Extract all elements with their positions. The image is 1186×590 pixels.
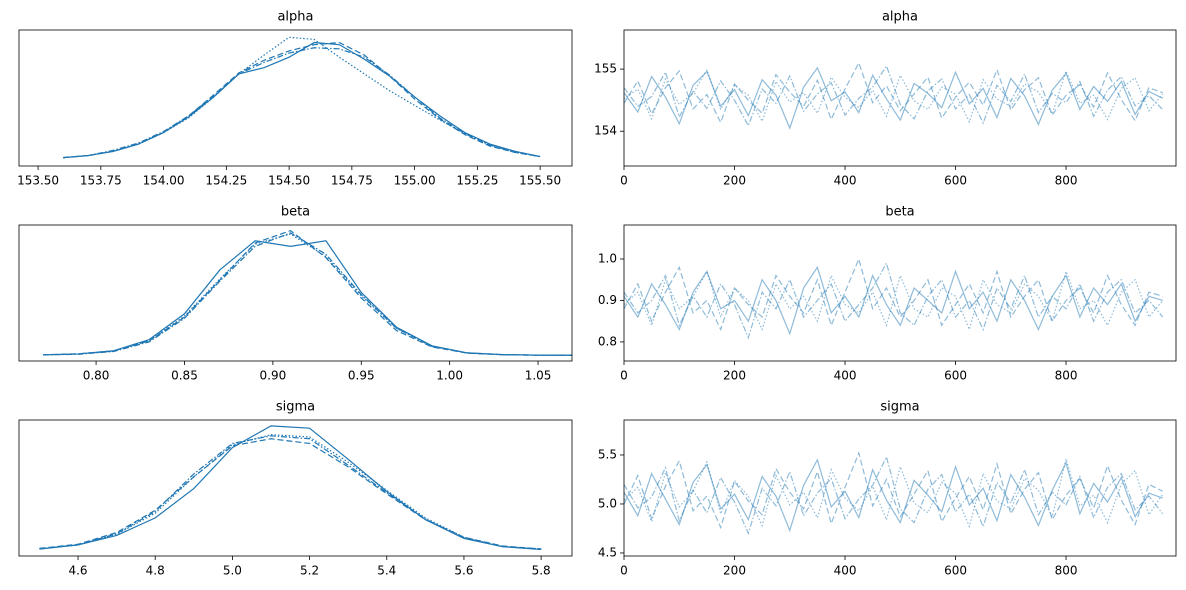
x-tick-label: 5.8: [532, 564, 551, 578]
x-tick-label: 154.50: [268, 174, 310, 188]
x-tick-label: 0.90: [260, 369, 287, 383]
x-tick-label: 153.75: [80, 174, 122, 188]
series-line: [624, 265, 1163, 336]
series-line: [624, 257, 1163, 332]
x-tick-label: 1.00: [436, 369, 463, 383]
x-tick-label: 154.25: [205, 174, 247, 188]
series-line: [63, 41, 541, 159]
series-line: [63, 41, 541, 159]
panel-title: alpha: [277, 10, 313, 25]
x-tick-label: 200: [723, 174, 746, 188]
x-tick-label: 200: [723, 564, 746, 578]
series-line: [43, 229, 572, 356]
x-tick-label: 5.4: [377, 564, 396, 578]
x-tick-label: 155.50: [519, 174, 561, 188]
y-tick-label: 0.8: [598, 334, 617, 348]
x-tick-label: 153.50: [17, 174, 59, 188]
axes-frame: [18, 224, 573, 362]
series-line: [624, 261, 1164, 340]
series-line: [43, 233, 572, 356]
x-tick-label: 5.2: [300, 564, 319, 578]
series-line: [624, 68, 1164, 124]
axes-frame: [623, 29, 1177, 167]
x-tick-label: 154.00: [143, 174, 185, 188]
y-tick-label: 0.9: [598, 293, 617, 307]
x-tick-label: 0.95: [348, 369, 375, 383]
x-tick-label: 155.25: [456, 174, 498, 188]
x-tick-label: 0: [620, 564, 628, 578]
series-line: [624, 269, 1164, 332]
x-tick-label: 0.80: [83, 369, 110, 383]
x-tick-label: 0: [620, 174, 628, 188]
x-tick-label: 400: [834, 564, 857, 578]
series-line: [63, 47, 541, 159]
panel-title: beta: [281, 205, 310, 220]
y-tick-label: 5.0: [598, 496, 617, 510]
x-tick-label: 600: [944, 174, 967, 188]
series-line: [624, 455, 1164, 536]
x-tick-label: 800: [1055, 564, 1078, 578]
series-line: [63, 36, 541, 159]
panel-title: beta: [885, 205, 914, 220]
series-line: [39, 434, 542, 550]
x-tick-label: 0.85: [171, 369, 198, 383]
x-tick-label: 200: [723, 369, 746, 383]
x-tick-label: 5.6: [454, 564, 473, 578]
x-tick-label: 400: [834, 369, 857, 383]
panel-title: sigma: [880, 400, 919, 415]
x-tick-label: 600: [944, 564, 967, 578]
axes-frame: [18, 29, 573, 167]
x-tick-label: 155.00: [394, 174, 436, 188]
y-tick-label: 155: [594, 62, 617, 76]
x-tick-label: 800: [1055, 369, 1078, 383]
y-tick-label: 4.5: [598, 545, 617, 559]
x-tick-label: 4.6: [68, 564, 87, 578]
series-line: [624, 61, 1163, 125]
y-tick-label: 1.0: [598, 252, 617, 266]
x-tick-label: 5.0: [223, 564, 242, 578]
series-line: [624, 456, 1164, 529]
x-tick-label: 0: [620, 369, 628, 383]
x-tick-label: 1.05: [525, 369, 552, 383]
y-tick-label: 5.5: [598, 447, 617, 461]
series-line: [39, 435, 542, 550]
axes-frame: [623, 224, 1177, 362]
panel-title: sigma: [276, 400, 315, 415]
x-tick-label: 600: [944, 369, 967, 383]
series-line: [39, 425, 542, 551]
axes-frame: [18, 419, 573, 557]
series-line: [624, 458, 1163, 533]
series-line: [624, 451, 1164, 530]
y-tick-label: 154: [594, 124, 617, 138]
x-tick-label: 154.75: [331, 174, 373, 188]
x-tick-label: 4.8: [146, 564, 165, 578]
series-line: [39, 438, 542, 550]
x-tick-label: 400: [834, 174, 857, 188]
series-line: [624, 64, 1164, 128]
axes-frame: [623, 419, 1177, 557]
x-tick-label: 800: [1055, 174, 1078, 188]
series-line: [43, 240, 572, 356]
series-line: [43, 232, 572, 356]
panel-title: alpha: [882, 10, 918, 25]
